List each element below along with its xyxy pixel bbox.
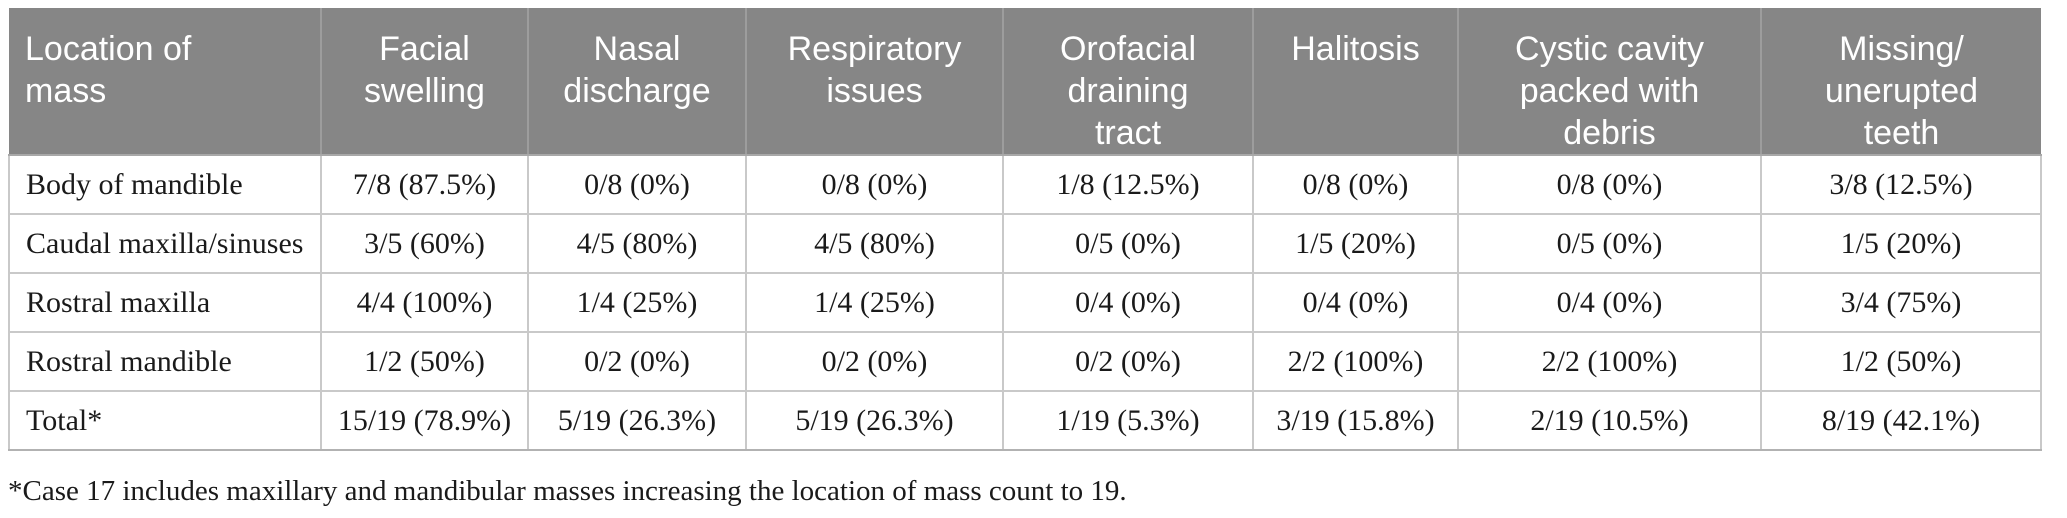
data-cell: 4/5 (80%) <box>527 213 747 274</box>
data-cell: 0/8 (0%) <box>1457 154 1762 215</box>
data-cell: 1/4 (25%) <box>527 272 747 333</box>
column-header: Respiratory issues <box>746 8 1004 156</box>
table-row: Total* 15/19 (78.9%) 5/19 (26.3%) 5/19 (26.… <box>8 390 2042 451</box>
row-label: Total* <box>8 390 322 451</box>
data-cell: 1/5 (20%) <box>1760 213 2042 274</box>
row-label: Rostral maxilla <box>8 272 322 333</box>
data-cell: 7/8 (87.5%) <box>320 154 529 215</box>
table-footnote: *Case 17 includes maxillary and mandibul… <box>8 475 1127 507</box>
data-cell: 2/2 (100%) <box>1252 331 1459 392</box>
table-row: Caudal maxilla/sinuses 3/5 (60%) 4/5 (80%)… <box>8 213 2042 274</box>
data-cell: 0/8 (0%) <box>1252 154 1459 215</box>
data-cell: 0/5 (0%) <box>1002 213 1254 274</box>
data-cell: 1/19 (5.3%) <box>1002 390 1254 451</box>
column-header: Nasal discharge <box>528 8 747 156</box>
table-row: Rostral maxilla 4/4 (100%) 1/4 (25%) 1/4 (2… <box>8 272 2042 333</box>
data-cell: 4/4 (100%) <box>320 272 529 333</box>
data-cell: 0/8 (0%) <box>527 154 747 215</box>
data-cell: 1/8 (12.5%) <box>1002 154 1254 215</box>
column-header: Facial swelling <box>321 8 529 156</box>
data-cell: 0/2 (0%) <box>527 331 747 392</box>
data-cell: 1/2 (50%) <box>320 331 529 392</box>
column-header: Halitosis <box>1253 8 1459 156</box>
row-label: Caudal maxilla/sinuses <box>8 213 322 274</box>
data-cell: 0/2 (0%) <box>1002 331 1254 392</box>
data-cell: 4/5 (80%) <box>745 213 1004 274</box>
data-cell: 3/5 (60%) <box>320 213 529 274</box>
data-cell: 1/5 (20%) <box>1252 213 1459 274</box>
data-cell: 3/4 (75%) <box>1760 272 2042 333</box>
data-cell: 0/2 (0%) <box>745 331 1004 392</box>
data-cell: 0/4 (0%) <box>1457 272 1762 333</box>
table-row: Rostral mandible 1/2 (50%) 0/2 (0%) 0/2 (0%… <box>8 331 2042 392</box>
column-header: Location of mass <box>9 8 322 156</box>
row-label: Body of mandible <box>8 154 322 215</box>
row-label: Rostral mandible <box>8 331 322 392</box>
data-cell: 3/19 (15.8%) <box>1252 390 1459 451</box>
column-header: Missing/ unerupted teeth <box>1761 8 2041 156</box>
data-cell: 5/19 (26.3%) <box>527 390 747 451</box>
symptoms-by-location-table: Location of mass Facial swelling Nasal dis… <box>8 8 2042 451</box>
column-header: Orofacial draining tract <box>1003 8 1254 156</box>
data-cell: 1/2 (50%) <box>1760 331 2042 392</box>
data-cell: 0/5 (0%) <box>1457 213 1762 274</box>
table-row: Body of mandible 7/8 (87.5%) 0/8 (0%) 0/8 (… <box>8 154 2042 215</box>
column-header: Cystic cavity packed with debris <box>1458 8 1762 156</box>
data-cell: 1/4 (25%) <box>745 272 1004 333</box>
table-header: Location of mass Facial swelling Nasal dis… <box>9 8 2041 156</box>
data-cell: 2/19 (10.5%) <box>1457 390 1762 451</box>
data-cell: 8/19 (42.1%) <box>1760 390 2042 451</box>
data-cell: 15/19 (78.9%) <box>320 390 529 451</box>
data-cell: 5/19 (26.3%) <box>745 390 1004 451</box>
table-header-row: Location of mass Facial swelling Nasal dis… <box>9 8 2041 156</box>
table-body: Body of mandible 7/8 (87.5%) 0/8 (0%) 0/8 (… <box>8 154 2042 451</box>
data-cell: 0/4 (0%) <box>1002 272 1254 333</box>
data-cell: 2/2 (100%) <box>1457 331 1762 392</box>
data-cell: 3/8 (12.5%) <box>1760 154 2042 215</box>
data-cell: 0/4 (0%) <box>1252 272 1459 333</box>
data-cell: 0/8 (0%) <box>745 154 1004 215</box>
